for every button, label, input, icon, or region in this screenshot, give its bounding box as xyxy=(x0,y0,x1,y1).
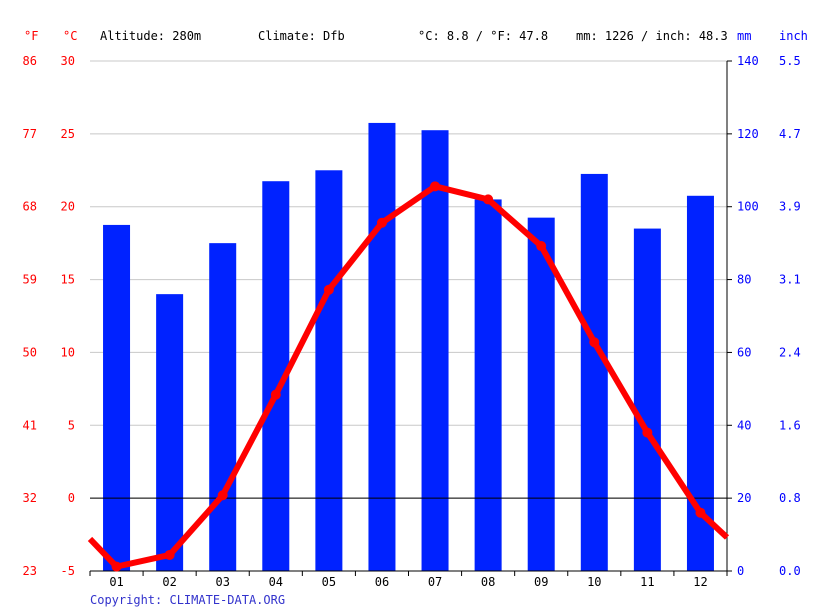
temperature-point xyxy=(164,549,175,560)
month-tick-label: 01 xyxy=(109,575,123,589)
temperature-point xyxy=(536,241,547,252)
mm-tick-label: 100 xyxy=(737,200,759,214)
mm-tick-label: 120 xyxy=(737,127,759,141)
altitude-label: Altitude: 280m xyxy=(100,29,201,43)
celsius-tick-label: 15 xyxy=(61,273,75,287)
month-tick-label: 02 xyxy=(162,575,176,589)
total-precipitation-label: mm: 1226 / inch: 48.3 xyxy=(576,29,728,43)
mm-tick-label: 20 xyxy=(737,491,751,505)
inch-tick-label: 3.1 xyxy=(779,273,801,287)
temperature-line-path xyxy=(87,183,730,570)
precipitation-bar xyxy=(474,199,502,571)
mm-unit-label: mm xyxy=(737,29,751,43)
temperature-point xyxy=(695,507,706,518)
fahrenheit-tick-label: 41 xyxy=(23,418,37,432)
inch-tick-label: 0.0 xyxy=(779,564,801,578)
inch-tick-label: 3.9 xyxy=(779,200,801,214)
temperature-point xyxy=(430,181,441,192)
month-tick-label: 03 xyxy=(215,575,229,589)
mm-tick-label: 60 xyxy=(737,345,751,359)
precipitation-bar xyxy=(209,243,237,571)
precipitation-bar xyxy=(580,173,608,571)
inch-tick-label: 4.7 xyxy=(779,127,801,141)
axes xyxy=(89,60,732,576)
precipitation-bar xyxy=(527,217,555,571)
temperature-line xyxy=(87,181,730,572)
precipitation-bar xyxy=(368,122,396,571)
climate-label: Climate: Dfb xyxy=(258,29,345,43)
temperature-point xyxy=(642,427,653,438)
month-tick-label: 11 xyxy=(640,575,654,589)
celsius-unit-label: °C xyxy=(63,29,77,43)
celsius-tick-label: 5 xyxy=(68,418,75,432)
celsius-tick-label: 20 xyxy=(61,200,75,214)
celsius-tick-label: 10 xyxy=(61,345,75,359)
precipitation-bars xyxy=(103,122,714,572)
fahrenheit-tick-label: 59 xyxy=(23,273,37,287)
average-temperature-label: °C: 8.8 / °F: 47.8 xyxy=(418,29,548,43)
fahrenheit-tick-label: 77 xyxy=(23,127,37,141)
mm-tick-label: 40 xyxy=(737,418,751,432)
fahrenheit-tick-label: 68 xyxy=(23,200,37,214)
inch-unit-label: inch xyxy=(779,29,808,43)
precipitation-bar xyxy=(156,294,184,571)
inch-tick-label: 5.5 xyxy=(779,54,801,68)
grid-lines xyxy=(90,60,727,499)
temperature-point xyxy=(589,337,600,348)
month-tick-label: 06 xyxy=(375,575,389,589)
inch-tick-label: 2.4 xyxy=(779,345,801,359)
month-tick-label: 05 xyxy=(322,575,336,589)
temperature-point xyxy=(483,194,494,205)
celsius-tick-label: 0 xyxy=(68,491,75,505)
mm-tick-label: 140 xyxy=(737,54,759,68)
temperature-point xyxy=(111,561,122,572)
temperature-point xyxy=(270,389,281,400)
celsius-tick-label: 30 xyxy=(61,54,75,68)
month-tick-label: 09 xyxy=(534,575,548,589)
temperature-point xyxy=(376,217,387,228)
fahrenheit-unit-label: °F xyxy=(24,29,38,43)
celsius-tick-label: -5 xyxy=(61,564,75,578)
fahrenheit-tick-label: 50 xyxy=(23,345,37,359)
month-tick-label: 10 xyxy=(587,575,601,589)
precipitation-bar xyxy=(103,224,131,571)
inch-tick-label: 1.6 xyxy=(779,418,801,432)
precipitation-bar xyxy=(421,130,449,571)
fahrenheit-tick-label: 32 xyxy=(23,491,37,505)
month-tick-label: 07 xyxy=(428,575,442,589)
month-tick-label: 12 xyxy=(693,575,707,589)
month-tick-label: 08 xyxy=(481,575,495,589)
inch-tick-label: 0.8 xyxy=(779,491,801,505)
temperature-point xyxy=(323,284,334,295)
precipitation-bar xyxy=(315,170,343,572)
month-tick-label: 04 xyxy=(269,575,283,589)
mm-tick-label: 80 xyxy=(737,273,751,287)
mm-tick-label: 0 xyxy=(737,564,744,578)
temperature-point xyxy=(217,490,228,501)
fahrenheit-tick-label: 86 xyxy=(23,54,37,68)
fahrenheit-tick-label: 23 xyxy=(23,564,37,578)
celsius-tick-label: 25 xyxy=(61,127,75,141)
copyright-text: Copyright: CLIMATE-DATA.ORG xyxy=(90,593,285,607)
precipitation-bar xyxy=(633,228,661,572)
